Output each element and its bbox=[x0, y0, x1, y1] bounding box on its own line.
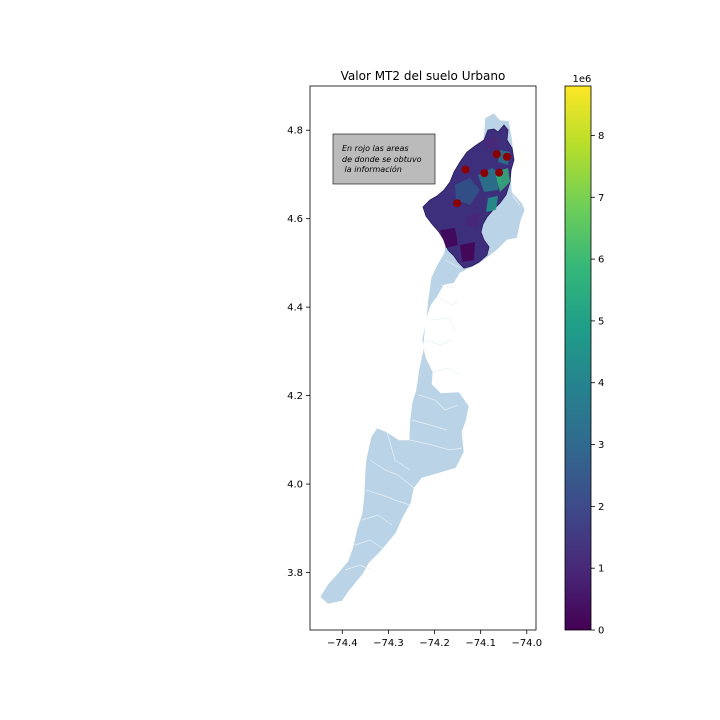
sample-point bbox=[492, 150, 501, 159]
colorbar-tick-label: 1 bbox=[598, 564, 604, 575]
colorbar-tick-label: 7 bbox=[598, 193, 604, 204]
y-tick-label: 4.2 bbox=[287, 391, 303, 402]
urban-value-patches bbox=[440, 136, 510, 262]
sample-point bbox=[453, 199, 462, 208]
note-line-2: de donde se obtuvo bbox=[342, 155, 422, 164]
sample-points bbox=[453, 150, 511, 208]
map-axes: −74.4 −74.3 −74.2 −74.1 −74.0 3.8 4.0 4.2 4.4 4.… bbox=[287, 85, 542, 649]
colorbar-tick-label: 4 bbox=[598, 378, 604, 389]
y-tick-label: 3.8 bbox=[287, 568, 303, 579]
note-line-3: la información bbox=[342, 164, 402, 174]
sample-point bbox=[495, 168, 504, 177]
colorbar-tick-label: 5 bbox=[598, 316, 604, 327]
sample-point bbox=[480, 169, 489, 178]
x-tick-label: −74.4 bbox=[327, 638, 358, 649]
y-tick-label: 4.0 bbox=[287, 480, 303, 491]
colorbar-multiplier: 1e6 bbox=[573, 74, 592, 85]
x-tick-label: −74.3 bbox=[373, 638, 404, 649]
y-axis: 3.8 4.0 4.2 4.4 4.6 4.8 bbox=[287, 126, 310, 579]
x-tick-label: −74.0 bbox=[511, 638, 542, 649]
colorbar-tick-label: 3 bbox=[598, 440, 604, 451]
x-tick-label: −74.2 bbox=[419, 638, 450, 649]
rural-boundaries bbox=[344, 194, 521, 571]
y-tick-label: 4.4 bbox=[287, 303, 303, 314]
colorbar-tick-label: 2 bbox=[598, 502, 604, 513]
colorbar: 1e6 0 1 2 3 4 5 6 7 8 bbox=[564, 74, 604, 637]
note-background bbox=[332, 133, 436, 185]
chart-title: Valor MT2 del suelo Urbano bbox=[341, 69, 506, 83]
colorbar-ticks: 0 1 2 3 4 5 6 7 8 bbox=[591, 131, 604, 637]
note-box: En rojo las areas de donde se obtuvo la … bbox=[332, 133, 436, 185]
x-tick-label: −74.1 bbox=[465, 638, 496, 649]
colorbar-tick-label: 0 bbox=[598, 626, 604, 637]
colorbar-tick-label: 8 bbox=[598, 131, 604, 142]
note-line-1: En rojo las areas bbox=[342, 144, 409, 153]
x-axis: −74.4 −74.3 −74.2 −74.1 −74.0 bbox=[327, 630, 542, 649]
y-tick-label: 4.8 bbox=[287, 126, 303, 137]
sample-point bbox=[461, 165, 470, 174]
colorbar-tick-label: 6 bbox=[598, 255, 604, 266]
axes-frame bbox=[309, 85, 537, 631]
y-tick-label: 4.6 bbox=[287, 214, 303, 225]
colorbar-gradient bbox=[564, 85, 592, 631]
sample-point bbox=[502, 152, 511, 161]
